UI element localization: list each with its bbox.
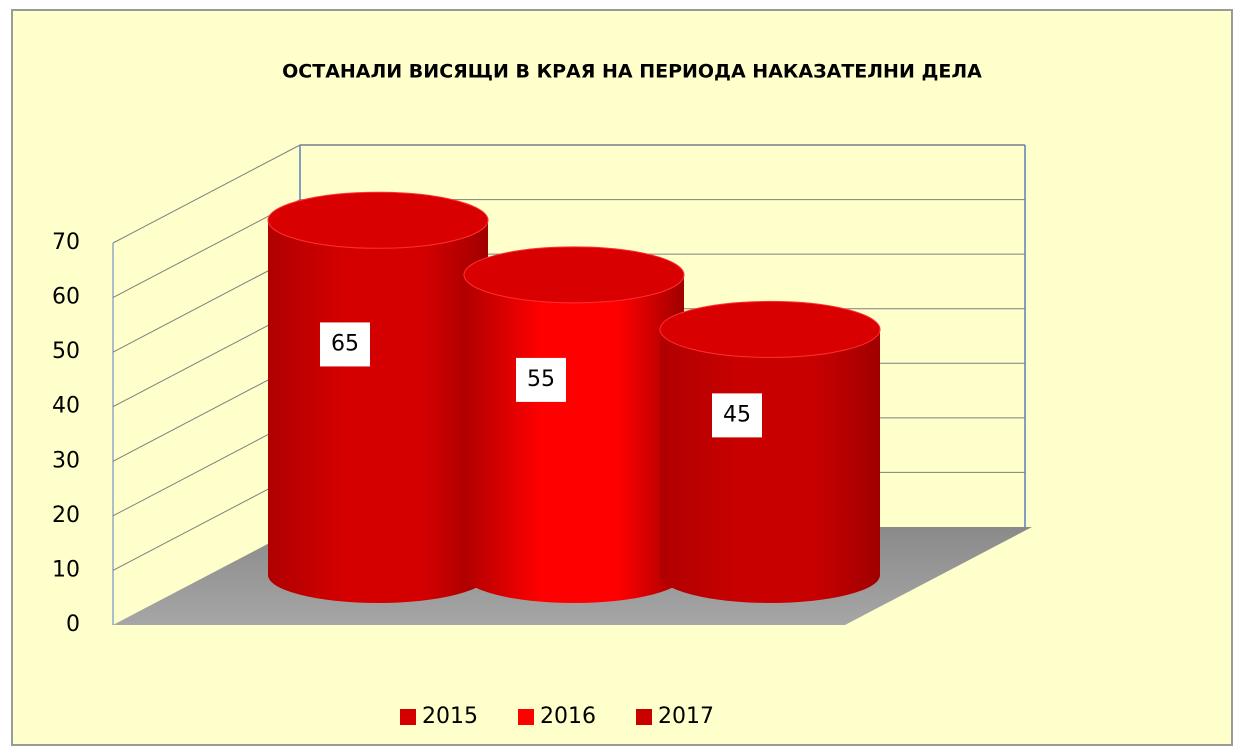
data-label-box <box>712 393 762 438</box>
y-tick-label: 10 <box>52 557 80 582</box>
data-label: 65 <box>331 331 359 356</box>
legend-label: 2017 <box>658 704 714 729</box>
grid-line <box>112 144 301 244</box>
data-label: 55 <box>527 367 555 392</box>
data-label: 45 <box>723 402 751 427</box>
cylinder-top <box>659 300 881 358</box>
y-tick-label: 30 <box>52 448 80 473</box>
legend-label: 2016 <box>540 704 596 729</box>
y-tick-label: 70 <box>52 230 80 255</box>
data-label-box <box>320 322 370 367</box>
legend-marker <box>400 709 416 725</box>
cylinder-top <box>267 191 489 249</box>
legend-marker <box>518 709 534 725</box>
y-tick-label: 20 <box>52 503 80 528</box>
legend-marker <box>636 709 652 725</box>
data-label-box <box>516 357 566 402</box>
cylinder-top <box>463 246 685 304</box>
y-tick-label: 40 <box>52 394 80 419</box>
cylinder-body <box>464 274 684 603</box>
cylinder-body <box>268 220 488 604</box>
y-tick-label: 50 <box>52 339 80 364</box>
legend-label: 2015 <box>422 704 478 729</box>
cylinder-body <box>660 329 880 603</box>
y-tick-label: 60 <box>52 285 80 310</box>
y-tick-label: 0 <box>66 612 80 637</box>
chart-title: ОСТАНАЛИ ВИСЯЩИ В КРАЯ НА ПЕРИОДА НАКАЗА… <box>282 61 982 83</box>
